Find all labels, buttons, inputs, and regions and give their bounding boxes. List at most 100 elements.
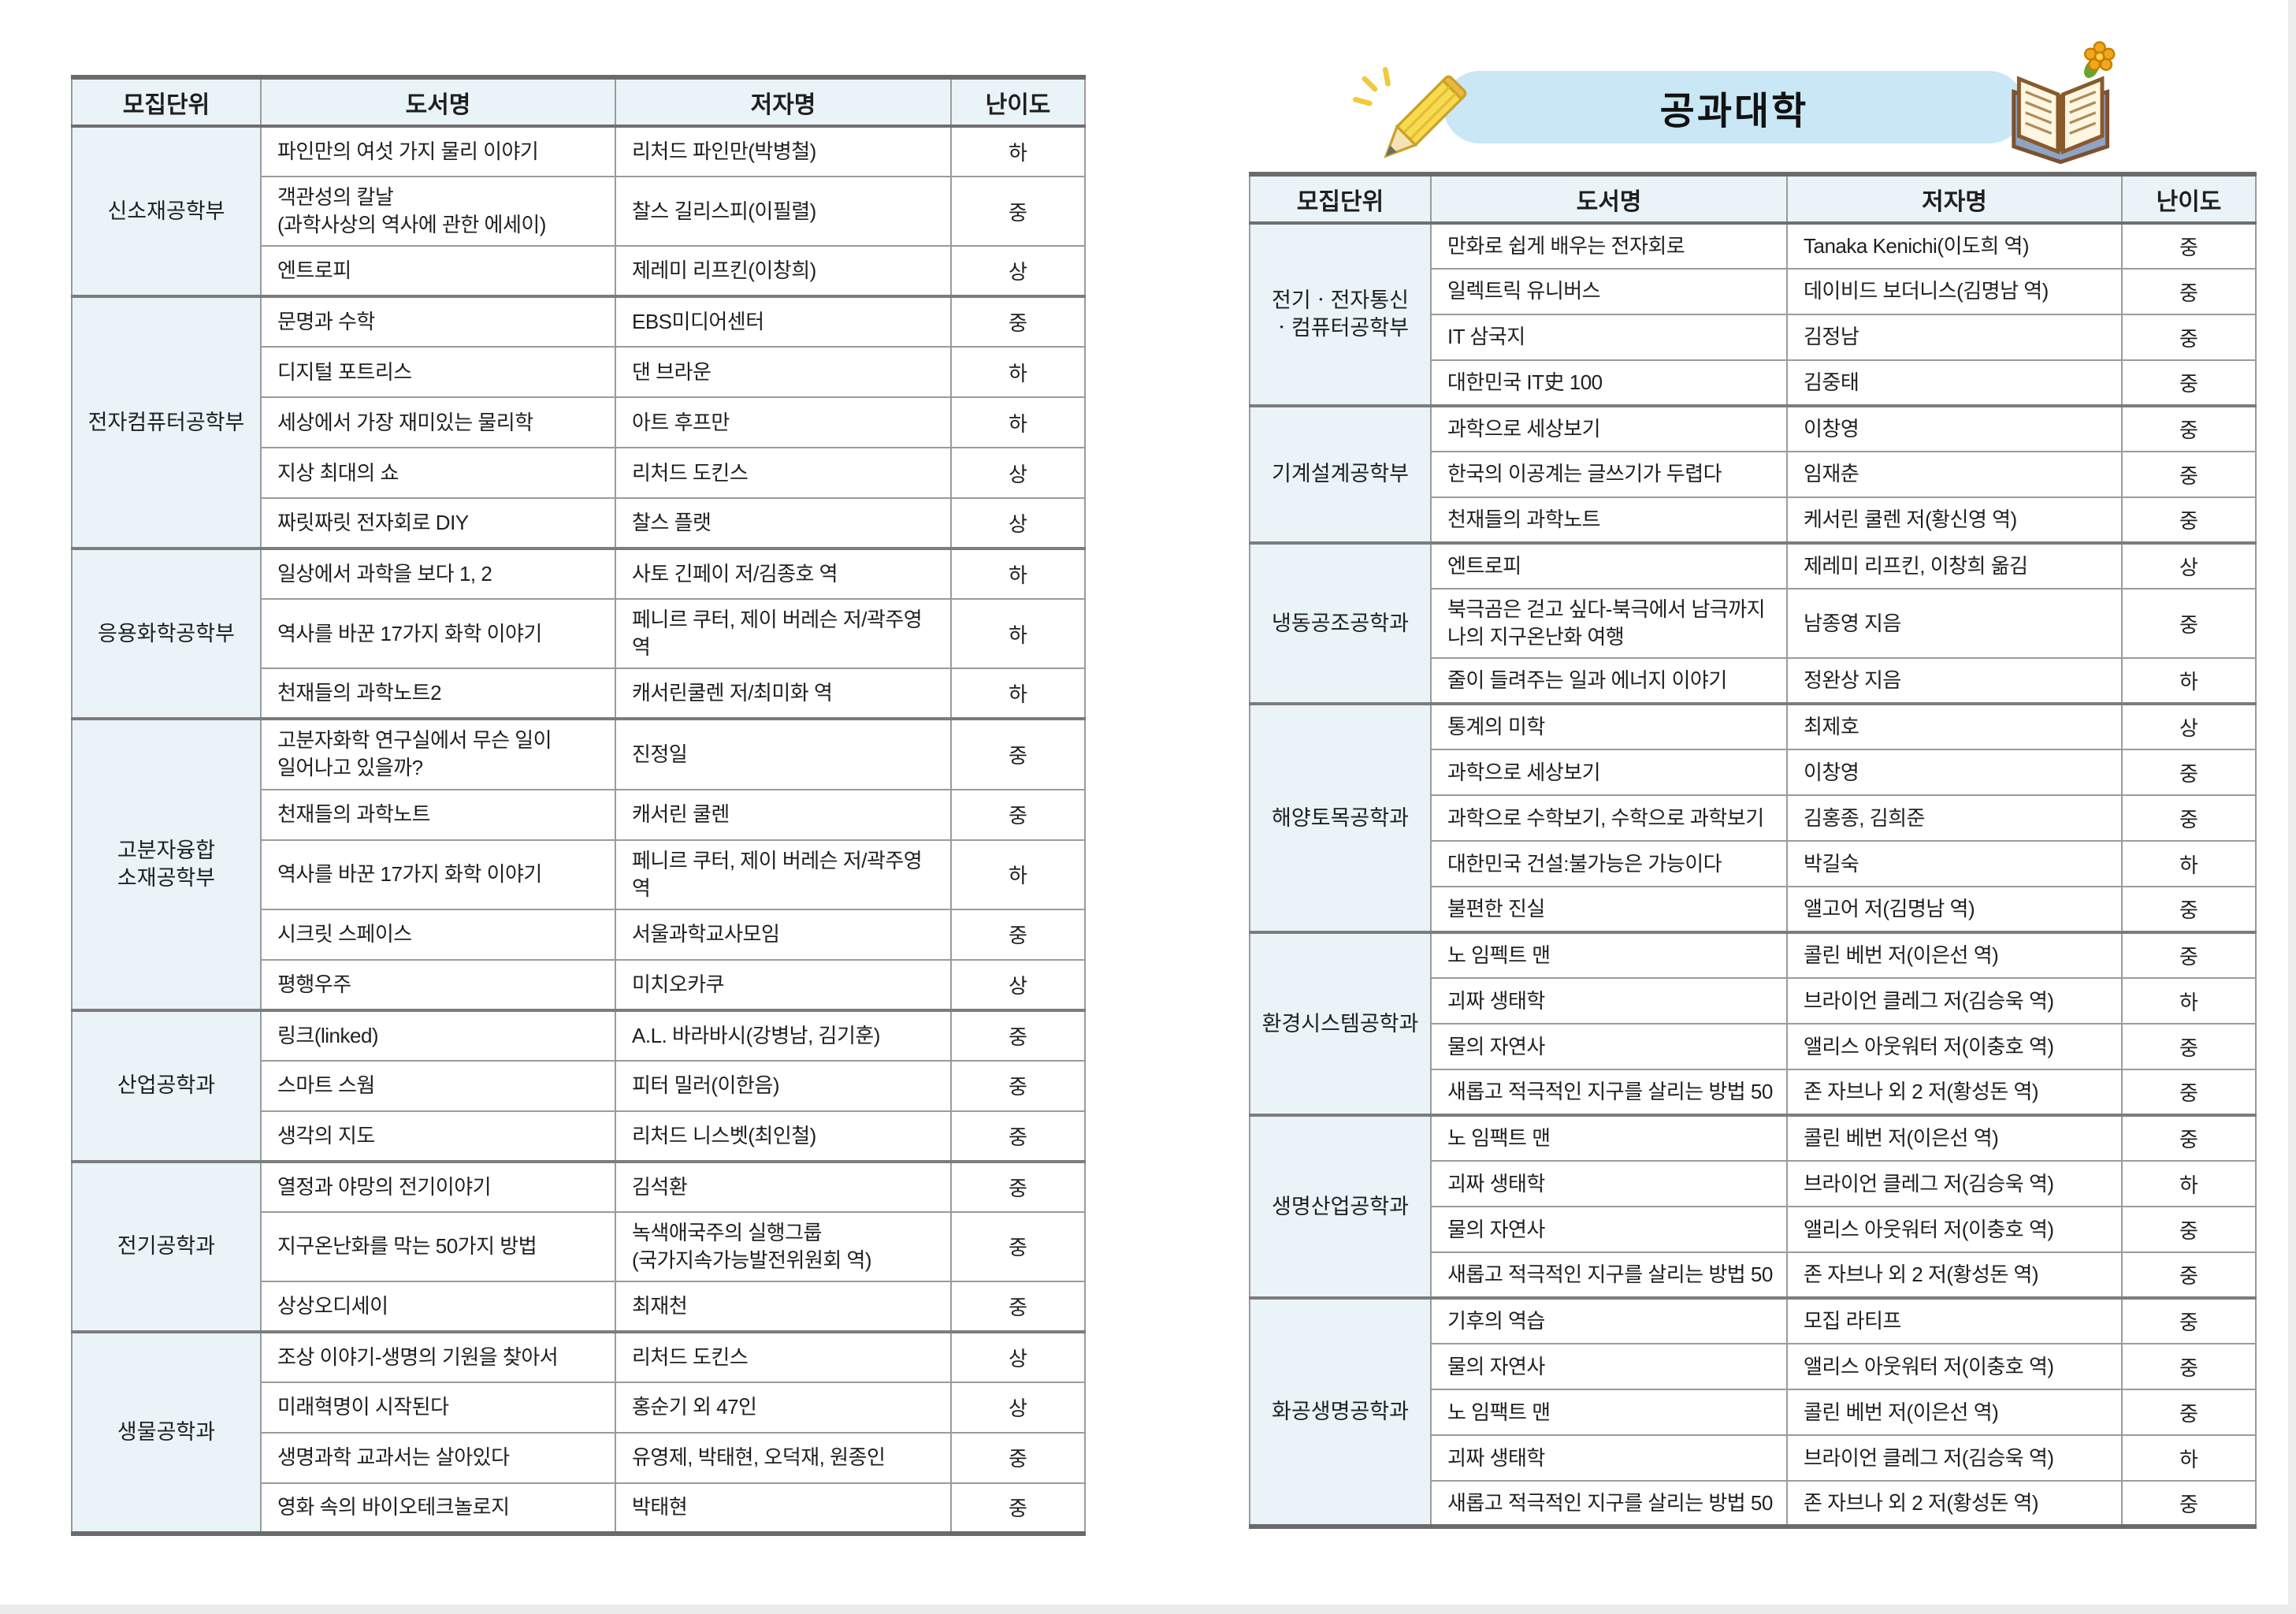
table-row: 상상오디세이 최재천 중 bbox=[72, 1280, 1086, 1333]
table-row: 일렉트릭 유니버스 데이비드 보더니스(김명남 역) 중 bbox=[1250, 268, 2257, 315]
table-row: 화공생명공학과 기후의 역습 모집 라티프 중 bbox=[1249, 1296, 2257, 1528]
difficulty-cell: 중 bbox=[2121, 1343, 2257, 1391]
table-row: 환경시스템공학과 노 임펙트 맨 콜린 베번 저(이은선 역) 중 bbox=[1249, 931, 2257, 1117]
author-cell: 리처드 도킨스 bbox=[615, 1330, 952, 1383]
difficulty-cell: 상 bbox=[950, 958, 1086, 1011]
table-row: 객관성의 칼날 (과학사상의 역사에 관한 에세이) 찰스 길리스피(이필렬) 중 bbox=[72, 175, 1086, 247]
book-title-cell: 대한민국 건설:불가능은 가능이다 bbox=[1430, 840, 1788, 888]
book-table-left: 모집단위 도서명 저자명 난이도 신소재공학부 파인만의 여섯 가지 물리 이야기… bbox=[71, 75, 1086, 1536]
difficulty-cell: 중 bbox=[2121, 1296, 2257, 1345]
author-cell: 페니르 쿠터, 제이 버레슨 저/곽주영 역 bbox=[615, 598, 952, 670]
book-title-cell: 고분자화학 연구실에서 무슨 일이 일어나고 있을까? bbox=[260, 717, 616, 790]
col-header-author: 저자명 bbox=[615, 76, 952, 128]
book-title-cell: 일상에서 과학을 보다 1, 2 bbox=[260, 547, 616, 601]
difficulty-cell: 중 bbox=[2121, 886, 2257, 934]
difficulty-cell: 상 bbox=[950, 1330, 1086, 1383]
unit-cell: 환경시스템공학과 bbox=[1249, 931, 1432, 1117]
author-cell: 녹색애국주의 실행그룹 (국가지속가능발전위원회 역) bbox=[615, 1210, 952, 1282]
book-title-cell: 짜릿짜릿 전자회로 DIY bbox=[260, 497, 616, 550]
difficulty-cell: 중 bbox=[2121, 314, 2257, 361]
difficulty-cell: 중 bbox=[2121, 1206, 2257, 1254]
table-row: 물의 자연사 앨리스 아웃워터 저(이충호 역) 중 bbox=[1250, 1206, 2257, 1254]
table-row: 기계설계공학부 과학으로 세상보기 이창영 중 bbox=[1249, 404, 2257, 544]
book-title-cell: 링크(linked) bbox=[260, 1008, 616, 1062]
table-row: 한국의 이공계는 글쓰기가 두렵다 임재춘 중 bbox=[1250, 451, 2257, 498]
table-row: 디지털 포트리스 댄 브라운 하 bbox=[72, 346, 1086, 399]
author-cell: 이창영 bbox=[1786, 749, 2123, 797]
col-header-level: 난이도 bbox=[950, 76, 1086, 128]
table-row: 괴짜 생태학 브라이언 클레그 저(김승욱 역) 하 bbox=[1250, 1160, 2257, 1208]
book-title-cell: 평행우주 bbox=[260, 958, 616, 1011]
difficulty-cell: 하 bbox=[950, 839, 1086, 910]
difficulty-cell: 상 bbox=[2121, 702, 2257, 751]
author-cell: 캐서린 쿨렌 bbox=[615, 788, 952, 841]
book-title-cell: 통계의 미학 bbox=[1430, 702, 1788, 751]
book-title-cell: 역사를 바꾼 17가지 화학 이야기 bbox=[260, 839, 616, 910]
book-title-cell: 괴짜 생태학 bbox=[1430, 1160, 1788, 1208]
difficulty-cell: 하 bbox=[950, 598, 1086, 670]
col-header-title: 도서명 bbox=[260, 76, 616, 128]
difficulty-cell: 하 bbox=[950, 346, 1086, 399]
unit-cell: 전기ㆍ전자통신 ㆍ컴퓨터공학부 bbox=[1249, 221, 1432, 407]
book-title-cell: 대한민국 IT史 100 bbox=[1430, 359, 1788, 407]
author-cell: 앨고어 저(김명남 역) bbox=[1786, 886, 2123, 934]
book-title-cell: 괴짜 생태학 bbox=[1430, 1434, 1788, 1482]
book-title-cell: IT 삼국지 bbox=[1430, 314, 1788, 361]
difficulty-cell: 중 bbox=[950, 1059, 1086, 1112]
book-title-cell: 역사를 바꾼 17가지 화학 이야기 bbox=[260, 598, 616, 670]
author-cell: 앨리스 아웃워터 저(이충호 역) bbox=[1786, 1343, 2123, 1391]
difficulty-cell: 중 bbox=[2121, 1114, 2257, 1162]
table-row: 노 임팩트 맨 콜린 베번 저(이은선 역) 중 bbox=[1250, 1389, 2257, 1437]
open-book-icon bbox=[2012, 41, 2116, 165]
book-title-cell: 노 임팩트 맨 bbox=[1430, 1114, 1788, 1162]
table-row: 물의 자연사 앨리스 아웃워터 저(이충호 역) 중 bbox=[1250, 1343, 2257, 1391]
table-row: 짜릿짜릿 전자회로 DIY 찰스 플랫 상 bbox=[72, 497, 1086, 550]
section-banner: 공과대학 bbox=[1443, 71, 2025, 143]
book-title-cell: 조상 이야기-생명의 기원을 찾아서 bbox=[260, 1330, 616, 1383]
table-row: 산업공학과 링크(linked) A.L. 바라바시(강병남, 김기훈) 중 bbox=[71, 1008, 1086, 1162]
col-header-author: 저자명 bbox=[1786, 173, 2123, 225]
difficulty-cell: 중 bbox=[2121, 1480, 2257, 1530]
difficulty-cell: 중 bbox=[2121, 221, 2257, 270]
table-row: 새롭고 적극적인 지구를 살리는 방법 50 존 자브나 외 2 저(황성돈 역)… bbox=[1250, 1251, 2257, 1300]
author-cell: 최제호 bbox=[1786, 702, 2123, 751]
book-title-cell: 상상오디세이 bbox=[260, 1280, 616, 1333]
difficulty-cell: 하 bbox=[2121, 1160, 2257, 1208]
col-header-unit: 모집단위 bbox=[71, 76, 262, 128]
author-cell: 홍순기 외 47인 bbox=[615, 1381, 952, 1434]
author-cell: 모집 라티프 bbox=[1786, 1296, 2123, 1345]
author-cell: 김석환 bbox=[615, 1159, 952, 1213]
table-row: 생물공학과 조상 이야기-생명의 기원을 찾아서 리처드 도킨스 상 bbox=[71, 1330, 1086, 1534]
table-row: 괴짜 생태학 브라이언 클레그 저(김승욱 역) 하 bbox=[1250, 1434, 2257, 1482]
author-cell: 김중태 bbox=[1786, 359, 2123, 407]
book-table-right: 모집단위 도서명 저자명 난이도 전기ㆍ전자통신 ㆍ컴퓨터공학부 만화로 쉽게 배… bbox=[1249, 172, 2257, 1530]
difficulty-cell: 중 bbox=[2121, 1023, 2257, 1071]
book-title-cell: 생명과학 교과서는 살아있다 bbox=[260, 1431, 616, 1484]
book-title-cell: 노 임펙트 맨 bbox=[1430, 931, 1788, 980]
book-title-cell: 물의 자연사 bbox=[1430, 1206, 1788, 1254]
table-row: 역사를 바꾼 17가지 화학 이야기 페니르 쿠터, 제이 버레슨 저/곽주영 역… bbox=[72, 839, 1086, 910]
table-row: 역사를 바꾼 17가지 화학 이야기 페니르 쿠터, 제이 버레슨 저/곽주영 역… bbox=[72, 598, 1086, 670]
book-title-cell: 일렉트릭 유니버스 bbox=[1430, 268, 1788, 315]
table-header-row: 모집단위 도서명 저자명 난이도 bbox=[71, 76, 1086, 128]
book-title-cell: 과학으로 세상보기 bbox=[1430, 749, 1788, 797]
book-title-cell: 엔트로피 bbox=[1430, 541, 1788, 589]
difficulty-cell: 상 bbox=[950, 1381, 1086, 1434]
book-title-cell: 영화 속의 바이오테크놀로지 bbox=[260, 1482, 616, 1536]
difficulty-cell: 중 bbox=[950, 1431, 1086, 1484]
difficulty-cell: 하 bbox=[950, 547, 1086, 601]
book-title-cell: 한국의 이공계는 글쓰기가 두렵다 bbox=[1430, 451, 1788, 498]
author-cell: 이창영 bbox=[1786, 404, 2123, 452]
book-title-cell: 물의 자연사 bbox=[1430, 1343, 1788, 1391]
book-title-cell: 노 임팩트 맨 bbox=[1430, 1389, 1788, 1437]
author-cell: 남종영 지음 bbox=[1786, 587, 2123, 660]
table-row: 엔트로피 제레미 리프킨(이창희) 상 bbox=[72, 245, 1086, 298]
table-row: 대한민국 IT史 100 김중태 중 bbox=[1250, 359, 2257, 407]
difficulty-cell: 중 bbox=[2121, 931, 2257, 980]
col-header-title: 도서명 bbox=[1430, 173, 1788, 225]
author-cell: 리처드 니스벳(최인철) bbox=[615, 1110, 952, 1162]
author-cell: 브라이언 클레그 저(김승욱 역) bbox=[1786, 1160, 2123, 1208]
table-row: 생각의 지도 리처드 니스벳(최인철) 중 bbox=[72, 1110, 1086, 1162]
book-title-cell: 문명과 수학 bbox=[260, 295, 616, 348]
